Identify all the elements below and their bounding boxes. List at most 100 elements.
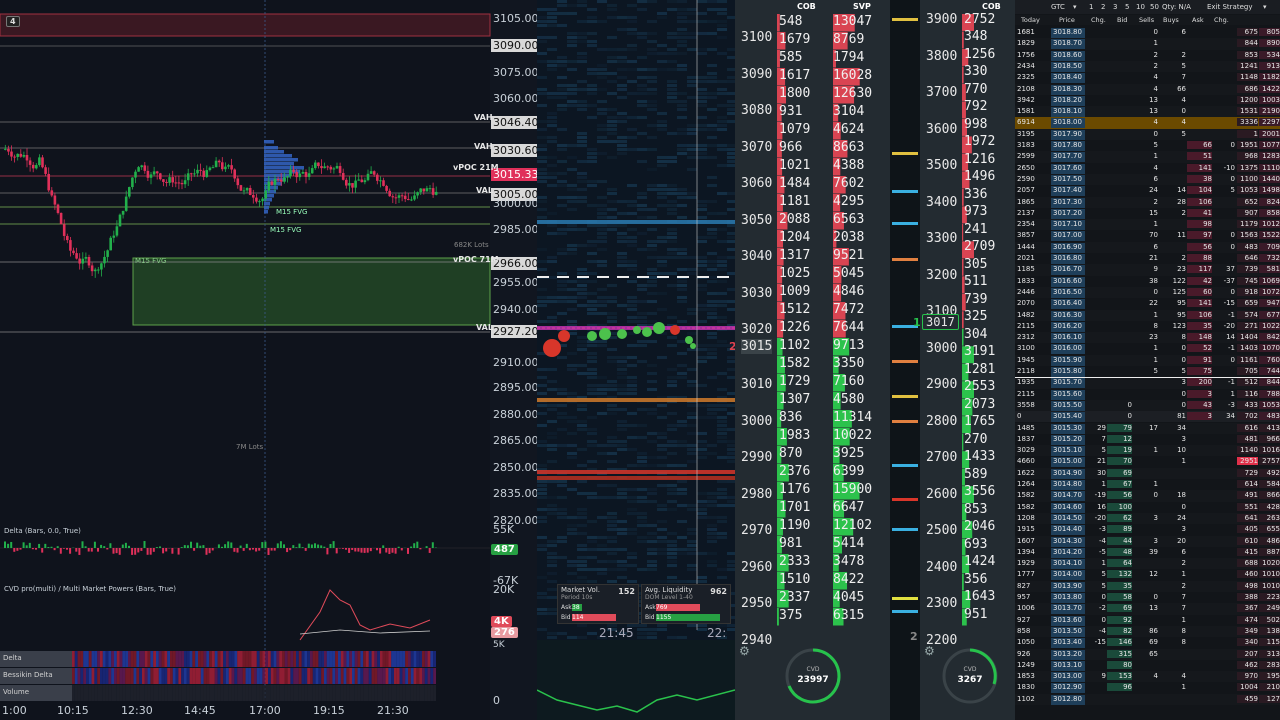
dom-cell[interactable]: 3018.80 — [1051, 28, 1085, 38]
dom-cell[interactable]: 3015.20 — [1051, 434, 1085, 445]
dom-row[interactable]: 2354 3017.10 1 98 1179 1012 — [1015, 219, 1280, 231]
dom-cell[interactable]: 17 — [1149, 423, 1158, 432]
dom-cell[interactable]: 3015.00 — [1051, 457, 1085, 468]
dom-cell[interactable]: 3 — [1181, 434, 1186, 443]
dom-cell[interactable]: 3 — [1153, 513, 1158, 522]
dom-cell[interactable]: 0 — [1101, 615, 1106, 624]
dom-cell[interactable]: 66 — [1187, 141, 1212, 149]
exit-strategy-select[interactable]: Exit Strategy — [1207, 3, 1253, 11]
dom-cell[interactable]: 5 — [1101, 446, 1106, 455]
dom-cell[interactable]: 153 — [1107, 672, 1132, 681]
dom-cell[interactable]: 3014.10 — [1051, 559, 1085, 570]
dom-row[interactable]: 1485 3015.30 29 79 17 34 616 413 — [1015, 422, 1280, 434]
dom-cell[interactable]: 1 — [1181, 457, 1186, 466]
dom-cell[interactable]: 23 — [1149, 333, 1158, 342]
dom-cell[interactable]: 1 — [1153, 344, 1158, 353]
dom-cell[interactable]: 1 — [1153, 480, 1158, 488]
dom-cell[interactable]: -19 — [1094, 491, 1106, 500]
dom-cell[interactable]: 0 — [1181, 107, 1186, 116]
dom-row[interactable]: 2118 3015.80 5 5 75 705 744 — [1015, 366, 1280, 378]
ladder-price[interactable]: 3040 — [741, 249, 773, 264]
liquidity-heatmap[interactable]: 2 Market Vol. Period 10s 152 Ask 38 Bid … — [537, 0, 735, 720]
dom-cell[interactable]: 3013.10 — [1051, 660, 1085, 671]
dom-cell[interactable]: 82 — [1107, 626, 1132, 635]
dom-cell[interactable]: 3012.80 — [1051, 694, 1085, 705]
dom-cell[interactable]: 56 — [1107, 491, 1132, 500]
dom-cell[interactable]: 29 — [1097, 423, 1106, 432]
dom-cell[interactable]: 0 — [1153, 491, 1158, 500]
dom-cell[interactable]: 3014.80 — [1051, 480, 1085, 490]
dom-row[interactable]: 2590 3017.50 6 38 0 1100 1440 — [1015, 173, 1280, 186]
dom-cell[interactable]: 22 — [1149, 299, 1158, 308]
ladder-price[interactable]: 3060 — [741, 176, 773, 191]
ladder-price[interactable]: 2950 — [741, 596, 773, 611]
dom-cell[interactable]: 3012.90 — [1051, 683, 1085, 694]
dom-cell[interactable]: 1 — [1153, 310, 1158, 319]
ladder-price[interactable]: 2970 — [741, 523, 773, 538]
dom-cell[interactable]: 3015.70 — [1051, 378, 1085, 389]
dom-cell[interactable]: 4 — [1181, 95, 1186, 104]
dom-row[interactable]: 1102 3012.80 459 127 — [1015, 693, 1280, 705]
dom-cell[interactable]: 3013.90 — [1051, 581, 1085, 592]
dom-cell[interactable]: 3014.60 — [1051, 502, 1085, 513]
dom-cell[interactable]: 1 — [1153, 355, 1158, 364]
dom-cell[interactable]: 3 — [1187, 412, 1212, 421]
dom-cell[interactable]: 67 — [1107, 480, 1132, 488]
dom-cell[interactable]: 15 — [1149, 208, 1158, 217]
dom-cell[interactable]: 13 — [1149, 107, 1158, 116]
dom-cell[interactable]: 70 — [1149, 231, 1158, 240]
dom-cell[interactable]: 200 — [1187, 378, 1212, 387]
chart-canvas[interactable] — [0, 0, 537, 720]
dom-cell[interactable]: 96 — [1107, 683, 1132, 692]
dom-row[interactable]: 1837 3015.20 7 12 3 481 966 — [1015, 433, 1280, 446]
dom-cell[interactable]: 5 — [1101, 581, 1106, 590]
dom-row[interactable]: 2137 3017.20 15 2 41 907 858 — [1015, 207, 1280, 220]
dom-cell[interactable]: 43 — [1187, 400, 1212, 409]
qty-button-10[interactable]: 10 — [1136, 3, 1145, 11]
dom-cell[interactable]: 2 — [1181, 254, 1186, 262]
dom-cell[interactable]: 1 — [1153, 39, 1158, 48]
dom-row[interactable]: 858 3013.50 -4 82 86 8 349 138 — [1015, 625, 1280, 638]
dom-cell[interactable]: 5 — [1153, 367, 1158, 375]
ladder-price[interactable]: 2990 — [741, 450, 773, 465]
dom-row[interactable]: 1829 3018.70 1 844 890 — [1015, 38, 1280, 50]
dom-cell[interactable]: 9 — [1153, 265, 1158, 274]
dom-cell[interactable]: 2 — [1153, 197, 1158, 206]
dom-row[interactable]: 2021 3016.80 21 2 88 646 732 — [1015, 253, 1280, 265]
dom-cell[interactable]: 60 — [1187, 287, 1212, 296]
dom-cell[interactable]: 89 — [1107, 525, 1132, 534]
dom-row[interactable]: 4660 3015.00 21 70 1 2951 2757 — [1015, 456, 1280, 468]
dom-cell[interactable]: 2 — [1181, 581, 1186, 590]
dom-row[interactable]: 2108 3018.30 4 66 686 1422 — [1015, 83, 1280, 95]
dom-row[interactable]: 2325 3018.40 4 7 1148 1182 — [1015, 72, 1280, 84]
dom-cell[interactable]: 3017.90 — [1051, 129, 1085, 140]
dom-cell[interactable]: 41 — [1187, 208, 1212, 217]
dom-cell[interactable]: 4 — [1153, 84, 1158, 93]
dom-cell[interactable]: 34 — [1177, 423, 1186, 432]
dom-row[interactable]: 1050 3013.40 -15 146 69 8 340 115 — [1015, 637, 1280, 649]
dom-cell[interactable]: 3018.20 — [1051, 95, 1085, 106]
dom-row[interactable]: 1929 3014.10 1 64 2 688 1020 — [1015, 558, 1280, 570]
dom-cell[interactable]: 70 — [1107, 457, 1132, 466]
dom-cell[interactable]: 81 — [1177, 412, 1186, 421]
dom-cell[interactable]: 0 — [1181, 355, 1186, 364]
dom-cell[interactable]: 0 — [1127, 400, 1132, 409]
dom-cell[interactable]: 3015.80 — [1051, 367, 1085, 377]
dom-cell[interactable]: 9 — [1101, 672, 1106, 681]
dom-cell[interactable]: 69 — [1107, 468, 1132, 477]
dom-cell[interactable]: 3017.60 — [1051, 163, 1085, 174]
qty-button-50[interactable]: 50 — [1150, 3, 1159, 11]
ladder-price[interactable]: 3020 — [741, 322, 773, 337]
dom-cell[interactable]: 0 — [1230, 231, 1235, 240]
dom-row[interactable]: 1681 3018.80 0 6 675 805 — [1015, 27, 1280, 39]
dom-cell[interactable]: -15 — [1223, 299, 1235, 308]
dom-cell[interactable]: 3014.70 — [1051, 491, 1085, 502]
dom-cell[interactable]: 122 — [1172, 276, 1186, 285]
ladder-price[interactable]: 3090 — [741, 66, 773, 82]
dom-cell[interactable]: 37 — [1226, 265, 1235, 274]
dom-cell[interactable]: 3017.40 — [1051, 186, 1085, 197]
dom-row[interactable]: 1006 3013.70 -2 69 13 7 367 249 — [1015, 603, 1280, 615]
dom-cell[interactable]: 75 — [1187, 367, 1212, 375]
dom-cell[interactable]: 3018.70 — [1051, 39, 1085, 50]
dom-cell[interactable]: 12 — [1149, 570, 1158, 579]
